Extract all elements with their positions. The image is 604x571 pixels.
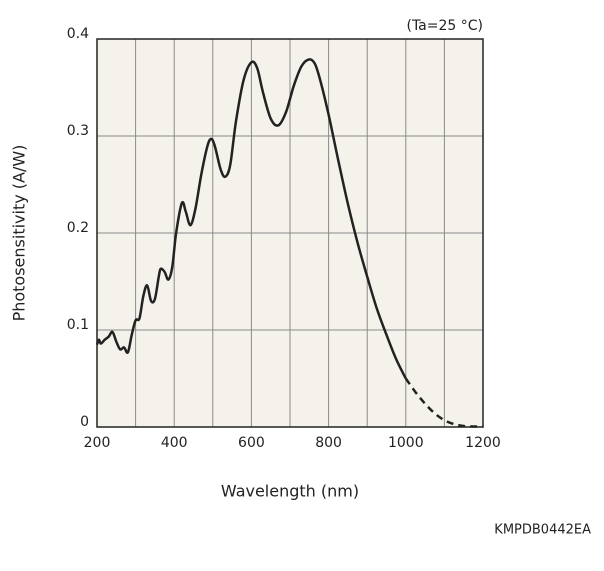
annotation: (Ta=25 °C) (406, 18, 483, 34)
y-axis-label: Photosensitivity (A/W) (10, 145, 29, 322)
y-tick-label: 0.3 (67, 123, 89, 139)
x-tick-label: 1000 (388, 435, 424, 451)
response-curve (404, 377, 484, 428)
x-tick-label: 400 (161, 435, 188, 451)
y-tick-label: 0 (80, 414, 89, 430)
y-tick-label: 0.1 (67, 317, 89, 333)
x-tick-label: 600 (238, 435, 265, 451)
y-tick-label: 0.2 (67, 220, 89, 236)
x-axis-label: Wavelength (nm) (221, 482, 359, 501)
x-tick-label: 1200 (465, 435, 501, 451)
plot-frame (96, 38, 484, 428)
response-curve (95, 58, 407, 380)
x-tick-label: 200 (84, 435, 111, 451)
figure-code: KMPDB0442EA (494, 523, 591, 538)
y-tick-label: 0.4 (67, 26, 89, 42)
x-tick-label: 800 (315, 435, 342, 451)
